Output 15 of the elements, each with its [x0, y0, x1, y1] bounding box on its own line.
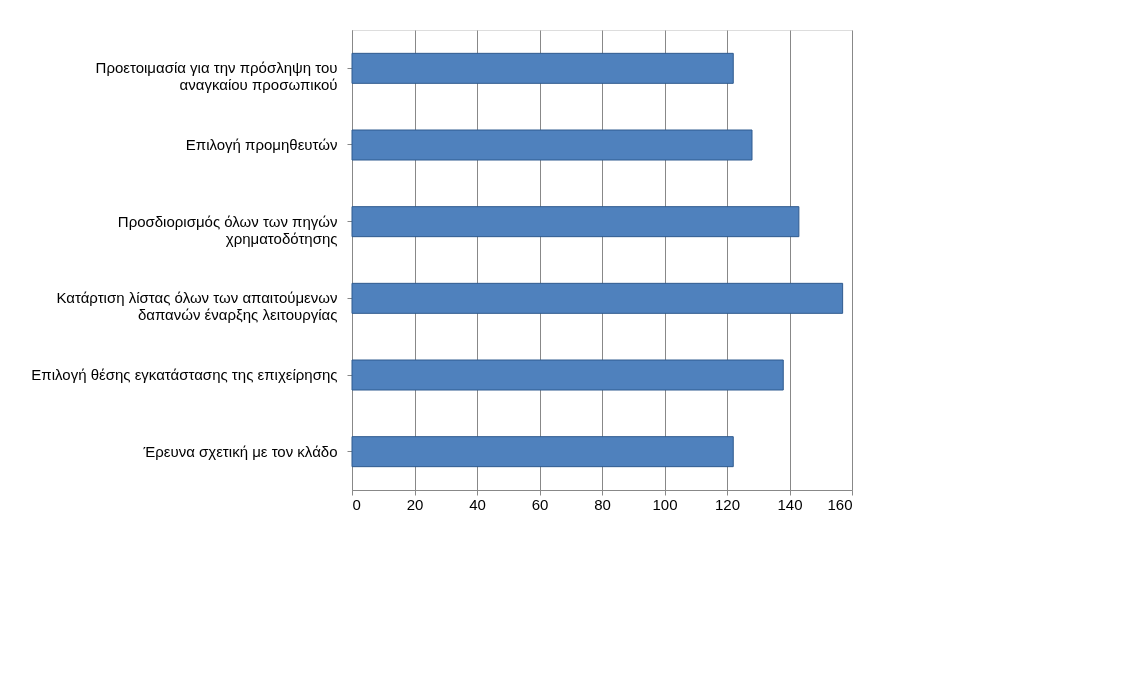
- x-tick-label: 0: [352, 495, 361, 513]
- x-tick-label: 160: [827, 495, 853, 513]
- y-tick-label: Προετοιμασία για την πρόσληψη του αναγκαίου προσωπικού: [95, 59, 338, 94]
- y-tick-label: Επιλογή θέσης εγκατάστασης της επιχείρησης: [31, 366, 338, 383]
- y-tick-label: Επιλογή προμηθευτών: [185, 136, 338, 153]
- x-tick-label: 140: [777, 495, 803, 513]
- y-tick-label: Έρευνα σχετική με τον κλάδο: [142, 442, 338, 460]
- x-tick-label: 120: [714, 495, 741, 513]
- y-tick-label: Κατάρτιση λίστας όλων των απαιτούμενων δαπανών έναρξης λειτουργίας: [56, 289, 338, 324]
- x-tick-label: 100: [652, 495, 678, 513]
- x-tick-label: 20: [406, 495, 424, 513]
- y-tick-label: Προσδιορισμός όλων των πηγών χρηματοδότησης: [117, 212, 338, 247]
- x-tick-label: 40: [469, 495, 486, 513]
- x-tick-label: 60: [531, 495, 549, 513]
- x-tick-label: 80: [594, 495, 611, 513]
